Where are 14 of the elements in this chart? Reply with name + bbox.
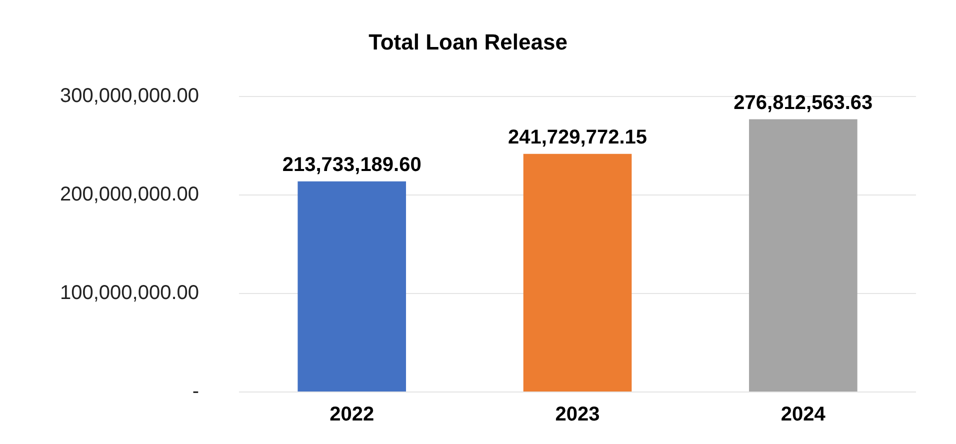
x-tick-label: 2024 <box>780 404 826 426</box>
data-label: 213,733,189.60 <box>282 154 422 176</box>
x-tick-label: 2023 <box>555 404 600 426</box>
x-tick-label: 2022 <box>330 404 374 426</box>
data-label: 276,812,563.63 <box>734 92 873 114</box>
y-tick-label: 300,000,000.00 <box>60 84 200 107</box>
y-tick-label: 200,000,000.00 <box>60 183 200 206</box>
data-label: 241,729,772.15 <box>508 126 648 148</box>
y-tick-label: - <box>192 380 200 403</box>
bar <box>749 119 858 392</box>
chart-title: Total Loan Release <box>368 29 568 54</box>
y-tick-label: 100,000,000.00 <box>60 282 200 304</box>
bar <box>298 181 406 392</box>
bar <box>523 154 632 392</box>
